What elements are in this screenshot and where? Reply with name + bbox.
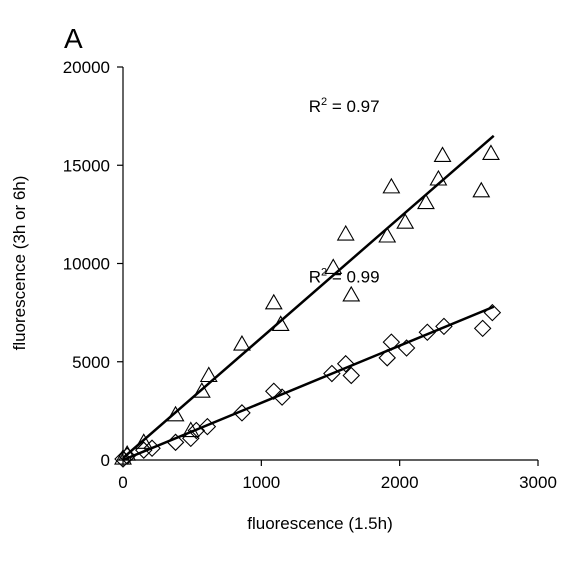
panel-letter: A [64, 23, 83, 54]
diamond-point [473, 319, 492, 338]
diamond-fit-line [122, 305, 495, 462]
triangle-point [396, 213, 415, 229]
triangle-point [264, 293, 283, 310]
diamond-point [182, 429, 200, 448]
x-axis-title: fluorescence (1.5h) [247, 514, 393, 533]
x-tick-label: 1000 [242, 473, 280, 492]
diamond-point [265, 382, 283, 401]
triangle-point [336, 224, 355, 241]
diamond-point [143, 439, 161, 457]
x-tick-label: 2000 [381, 473, 419, 492]
triangle-point [199, 366, 218, 383]
triangle-point [342, 285, 361, 302]
fit-lines [122, 134, 495, 462]
diamond-point [382, 333, 401, 351]
diamond-point [118, 447, 136, 465]
markers [114, 144, 502, 468]
triangle-point [271, 315, 290, 331]
diamond-point [187, 421, 206, 440]
y-tick-label: 20000 [63, 58, 110, 77]
r2-value: = 0.97 [327, 97, 379, 116]
x-tick-label: 3000 [519, 473, 557, 492]
diamond-point [378, 349, 396, 367]
diamond-point [198, 417, 217, 436]
y-tick-label: 15000 [63, 156, 110, 175]
r2-value: = 0.99 [327, 268, 379, 287]
triangle-point [429, 169, 448, 186]
y-ticks: 0 5000 10000 15000 20000 [63, 58, 123, 470]
r2-letter: R [309, 268, 321, 287]
diamond-r2-label: R2 = 0.99 [309, 267, 380, 287]
x-ticks: 0 1000 2000 3000 [118, 460, 557, 492]
x-tick-label: 0 [118, 473, 127, 492]
triangle-point [324, 258, 343, 274]
diamond-point [483, 303, 502, 322]
r2-superscript: 2 [321, 267, 327, 279]
diamond-point [114, 450, 132, 468]
triangle-r2-label: R2 = 0.97 [309, 96, 380, 116]
diamond-point [418, 323, 437, 342]
diamond-point [323, 364, 341, 383]
y-tick-label: 5000 [72, 353, 110, 372]
diamond-point [273, 388, 291, 406]
triangle-point [118, 444, 137, 461]
triangle-point [181, 421, 200, 438]
diamond-point [336, 354, 355, 373]
triangle-point [192, 382, 211, 398]
diamond-point [342, 366, 361, 385]
triangle-point [382, 177, 401, 194]
diamond-point [397, 339, 416, 357]
triangle-point [472, 181, 491, 198]
triangle-point [114, 448, 132, 465]
triangle-point [417, 193, 435, 210]
diamond-point [233, 404, 251, 422]
triangle-point [166, 405, 185, 422]
triangle-point [378, 226, 397, 243]
y-axis-title: fluorescence (3h or 6h) [10, 176, 29, 351]
triangle-point [433, 146, 452, 162]
triangle-point [482, 144, 500, 161]
triangle-fit-line [122, 134, 495, 459]
triangle-point [233, 334, 251, 351]
diamond-point [435, 317, 453, 336]
diamond-point [134, 441, 153, 459]
r2-superscript: 2 [321, 96, 327, 108]
r2-letter: R [309, 97, 321, 116]
y-tick-label: 10000 [63, 255, 110, 274]
diamond-point [166, 433, 185, 452]
y-tick-label: 0 [101, 451, 110, 470]
